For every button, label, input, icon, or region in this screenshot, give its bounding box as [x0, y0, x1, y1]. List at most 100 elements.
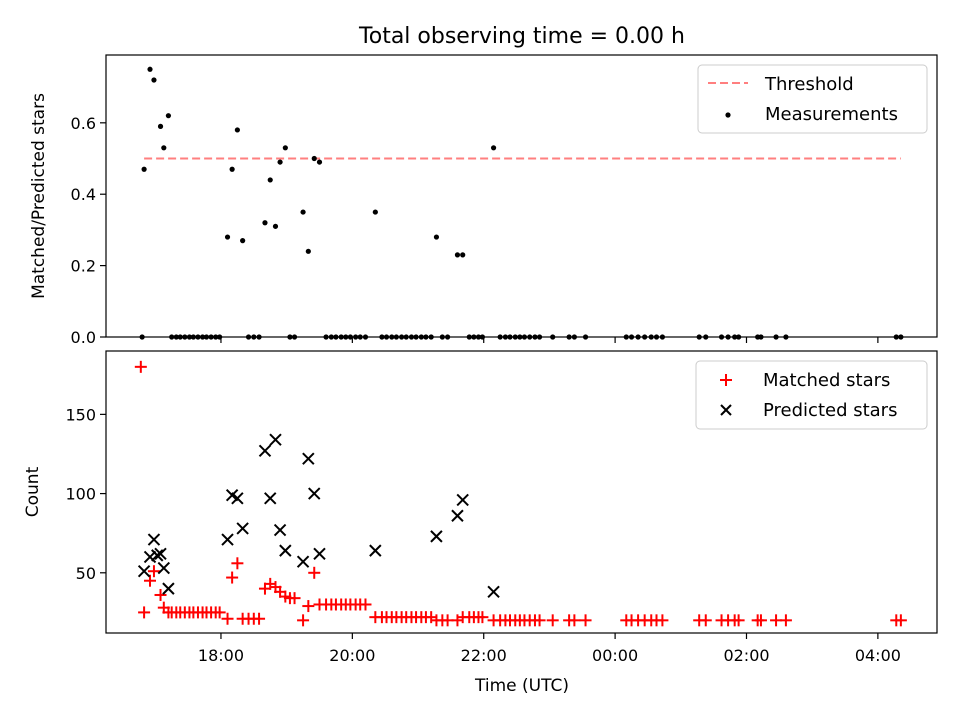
matched-stars-point: [297, 614, 310, 627]
bottom-axes-frame: [105, 350, 938, 634]
measurement-point: [224, 234, 231, 240]
bottom-marks: [134, 360, 907, 627]
measurement-point: [229, 166, 235, 172]
bottom-legend: Matched stars Predicted stars: [695, 360, 928, 430]
x-tick-label: 20:00: [329, 646, 375, 665]
measurement-point: [157, 123, 164, 129]
x-tick-label: 02:00: [723, 646, 769, 665]
measurement-point: [300, 209, 306, 215]
predicted-stars-point: [231, 492, 244, 505]
top-legend-box: [697, 64, 928, 134]
matched-stars-point: [221, 612, 234, 625]
measurement-point: [272, 223, 279, 229]
measurement-point: [433, 234, 440, 240]
measurement-point: [240, 238, 246, 244]
predicted-stars-point: [273, 523, 287, 537]
bottom-y-axis-label: Count: [23, 466, 43, 517]
measurement-point: [151, 77, 157, 83]
bottom-legend-box: [695, 360, 928, 430]
top-y-ticks: 0.0 0.2 0.4 0.6: [71, 114, 106, 347]
predicted-stars-point: [236, 522, 249, 535]
measurement-point: [305, 248, 311, 254]
measurement-point: [161, 145, 167, 151]
predicted-stars-point: [157, 561, 171, 575]
x-tick-label: 18:00: [198, 646, 244, 665]
matched-stars-point: [288, 592, 301, 605]
predicted-stars-point: [487, 585, 500, 599]
matched-stars-point: [894, 614, 907, 627]
matched-stars-point: [154, 588, 167, 601]
predicted-stars-point: [302, 452, 315, 465]
predicted-stars-point: [456, 493, 469, 507]
measurement-point: [262, 220, 268, 226]
measurement-point: [277, 159, 283, 165]
matched-stars-point: [779, 614, 792, 627]
x-axis-label: Time (UTC): [474, 676, 569, 696]
matched-stars-point: [231, 557, 244, 570]
matched-stars-point: [226, 571, 239, 584]
matched-stars-point: [253, 612, 266, 625]
predicted-stars-point: [269, 433, 282, 446]
matched-stars-point: [656, 614, 669, 627]
measurement-point: [372, 209, 378, 215]
legend-predicted-swatch: [720, 404, 732, 416]
measurement-point: [454, 252, 461, 258]
measurement-point: [165, 113, 172, 119]
predicted-stars-point: [451, 509, 464, 522]
matched-stars-point: [144, 574, 157, 587]
predicted-stars-point: [430, 530, 443, 543]
bottom-y-ticks: 50 100 150: [65, 405, 106, 583]
predicted-stars-point: [279, 544, 292, 557]
y-tick-label: 0.0: [71, 328, 96, 347]
matched-stars-point: [754, 614, 767, 627]
predicted-stars-point: [221, 533, 234, 546]
predicted-stars-point: [296, 555, 310, 568]
matched-stars-point: [476, 611, 489, 624]
y-tick-label: 150: [65, 405, 96, 424]
matched-stars-point: [213, 606, 226, 619]
matched-stars-point: [134, 360, 147, 373]
matched-stars-point: [579, 614, 592, 627]
measurement-point: [316, 159, 323, 165]
predicted-stars-point: [369, 544, 382, 557]
matched-stars-point: [546, 614, 559, 627]
matched-stars-point: [138, 606, 151, 619]
measurement-point: [141, 166, 147, 172]
matched-stars-point: [147, 565, 160, 578]
matched-stars-point: [308, 566, 321, 579]
legend-matched-label: Matched stars: [763, 370, 890, 391]
predicted-stars-point: [143, 550, 157, 564]
top-x-ticks: [220, 337, 879, 343]
matched-stars-point: [302, 600, 315, 613]
predicted-stars-point: [137, 565, 151, 578]
legend-measurements-label: Measurements: [765, 104, 898, 125]
y-tick-label: 0.2: [71, 257, 96, 276]
measurement-point: [460, 252, 466, 258]
measurement-point: [311, 155, 317, 162]
measurement-point: [147, 66, 153, 72]
chart-title: Total observing time = 0.00 h: [358, 24, 685, 49]
predicted-stars-point: [162, 582, 175, 595]
top-axes-frame: [105, 54, 938, 338]
predicted-stars-point: [308, 487, 321, 500]
measurement-point: [490, 145, 497, 151]
x-tick-label: 22:00: [461, 646, 507, 665]
predicted-stars-point: [151, 549, 164, 562]
y-tick-label: 0.6: [71, 114, 96, 133]
predicted-stars-point: [264, 492, 277, 505]
legend-predicted-label: Predicted stars: [763, 400, 897, 421]
y-tick-label: 50: [76, 564, 96, 583]
predicted-stars-point: [313, 547, 326, 560]
matched-stars-point: [699, 614, 712, 627]
predicted-stars-point: [147, 533, 161, 546]
top-y-axis-label: Matched/Predicted stars: [29, 93, 49, 299]
y-tick-label: 100: [65, 485, 96, 504]
predicted-stars-point: [258, 444, 272, 458]
measurement-point: [234, 127, 240, 133]
bottom-x-ticks: 18:00 20:00 22:00 00:00 02:00 04:00: [198, 633, 901, 665]
x-tick-label: 00:00: [592, 646, 638, 665]
legend-measurements-swatch: [725, 112, 731, 118]
legend-threshold-label: Threshold: [764, 74, 854, 95]
